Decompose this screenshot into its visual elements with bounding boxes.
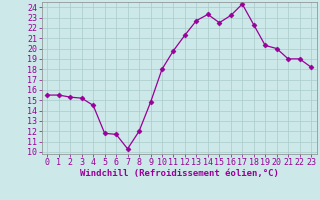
X-axis label: Windchill (Refroidissement éolien,°C): Windchill (Refroidissement éolien,°C) — [80, 169, 279, 178]
